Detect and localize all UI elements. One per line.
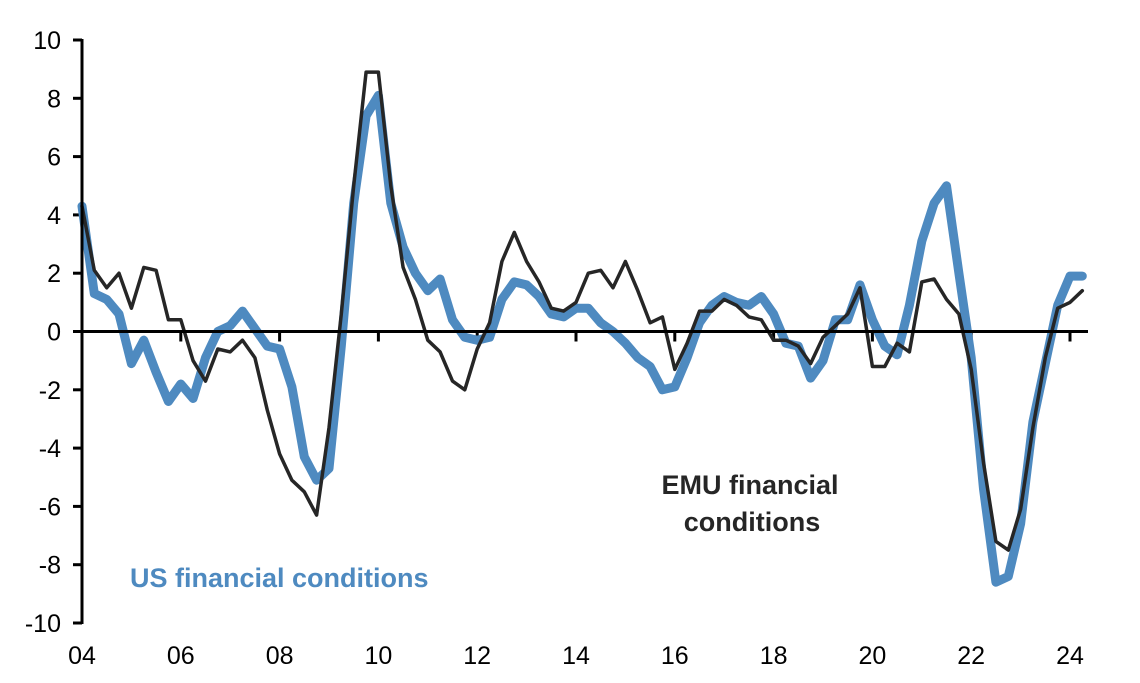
y-tick-label: -4 bbox=[39, 435, 61, 463]
emu-financial-conditions-line bbox=[80, 70, 1085, 552]
x-tick-label: 12 bbox=[463, 642, 491, 670]
us-annotation: US financial conditions bbox=[130, 563, 429, 593]
y-axis-ticks: 10 8 6 4 2 0 -2 -4 -6 -8 -10 bbox=[25, 27, 82, 638]
x-tick-label: 24 bbox=[1056, 642, 1084, 670]
y-tick-label: -8 bbox=[39, 552, 61, 580]
x-tick-label: 22 bbox=[957, 642, 985, 670]
x-tick-label: 14 bbox=[562, 642, 590, 670]
x-tick-label: 16 bbox=[661, 642, 689, 670]
x-tick-label: 10 bbox=[364, 642, 392, 670]
series-group bbox=[77, 70, 1087, 587]
us-financial-conditions-line bbox=[77, 90, 1087, 587]
x-tick-label: 08 bbox=[266, 642, 294, 670]
x-axis-ticks: 04 06 08 10 12 14 16 18 20 22 24 bbox=[68, 331, 1084, 670]
y-tick-label: 0 bbox=[47, 319, 61, 347]
y-tick-label: -10 bbox=[25, 610, 61, 638]
y-tick-label: 10 bbox=[33, 27, 61, 55]
x-tick-label: 18 bbox=[760, 642, 788, 670]
y-tick-label: 4 bbox=[47, 202, 61, 230]
x-tick-label: 04 bbox=[68, 642, 96, 670]
x-tick-label: 20 bbox=[858, 642, 886, 670]
y-tick-label: 2 bbox=[47, 260, 61, 288]
y-tick-label: -6 bbox=[39, 493, 61, 521]
y-tick-label: -2 bbox=[39, 377, 61, 405]
emu-annotation-line1: EMU financial bbox=[661, 470, 838, 500]
y-tick-label: 8 bbox=[47, 85, 61, 113]
emu-annotation-line2: conditions bbox=[684, 507, 821, 537]
y-tick-label: 6 bbox=[47, 144, 61, 172]
x-tick-label: 06 bbox=[167, 642, 195, 670]
